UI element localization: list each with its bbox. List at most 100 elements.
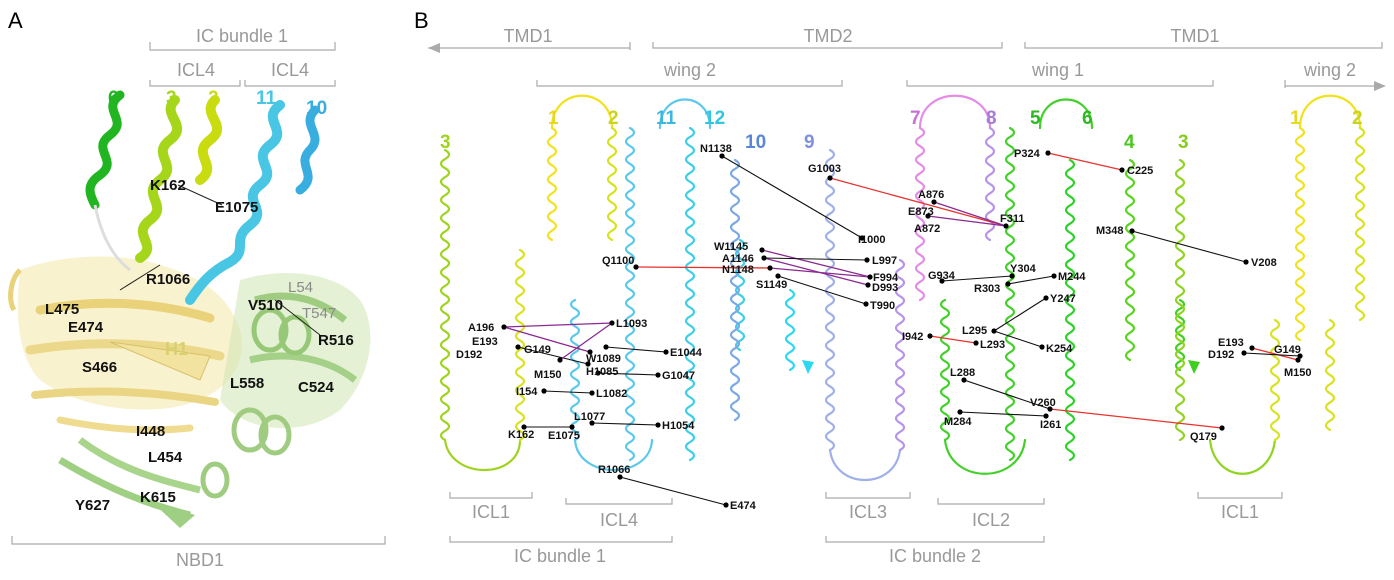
res-s1149: S1149 xyxy=(756,279,787,291)
helix-num-b-1: 1 xyxy=(548,108,559,129)
res-y304: Y304 xyxy=(1010,263,1037,275)
link-l1077-h1054 xyxy=(591,422,659,426)
res-e1044: E1044 xyxy=(670,347,703,359)
res-l1077: L1077 xyxy=(574,411,605,423)
helix-num-b-2-right: 2 xyxy=(1352,108,1363,129)
res-m284: M284 xyxy=(944,416,972,428)
icl4-label-b: ICL4 xyxy=(600,510,638,530)
link-h1085-g1047 xyxy=(597,372,659,376)
loop-1-2-right-top xyxy=(1298,94,1362,130)
res-r303: R303 xyxy=(974,283,1000,295)
helix-11-ribbon xyxy=(185,100,285,305)
res-k254: K254 xyxy=(1046,343,1073,355)
loop-5-6-top xyxy=(1038,98,1094,130)
ic-bundle-1-label-a: IC bundle 1 xyxy=(196,26,288,46)
panel-a: A IC bundle 1 ICL4 ICL4 NBD1 xyxy=(8,8,386,570)
res-l295: L295 xyxy=(962,325,987,337)
res-e474: E474 xyxy=(730,500,757,512)
helix-arrowhead-1 xyxy=(802,360,814,374)
helix-3-ribbon xyxy=(135,95,182,263)
helix-wave-12-tail xyxy=(734,238,746,352)
link-l295-k254 xyxy=(993,330,1043,348)
res-a-s466: S466 xyxy=(82,359,117,376)
icl1-right-bracket: ICL1 xyxy=(1197,492,1283,522)
res-w1089: W1089 xyxy=(586,353,621,365)
res-g1047: G1047 xyxy=(662,370,695,382)
res-g1003: G1003 xyxy=(808,163,841,175)
res-e193-r: E193 xyxy=(1218,337,1244,349)
icl4-label-a-left: ICL4 xyxy=(177,60,215,80)
loop-11-12-top xyxy=(658,98,712,130)
res-d993: D993 xyxy=(872,282,898,294)
res-c225: C225 xyxy=(1127,165,1153,177)
icl1-right-label: ICL1 xyxy=(1221,502,1259,522)
res-l293: L293 xyxy=(980,339,1005,351)
wing1-bracket: wing 1 xyxy=(906,60,1214,87)
link-w1089-e1044 xyxy=(605,346,667,353)
helix-wave-6 xyxy=(1064,158,1076,462)
res-h1054: H1054 xyxy=(662,420,695,432)
res-a-v510: V510 xyxy=(248,297,283,314)
contact-dots xyxy=(501,150,1303,508)
link-n1138-i1000 xyxy=(721,155,863,239)
wing1-label: wing 1 xyxy=(1031,60,1084,80)
helix-num-b-2: 2 xyxy=(608,108,619,129)
helix-num-a-10: 10 xyxy=(306,98,327,119)
nbd1-bracket: NBD1 xyxy=(11,536,386,570)
link-i154-l1082 xyxy=(543,390,593,394)
link-d192-m150 xyxy=(517,346,589,365)
icl2-label: ICL2 xyxy=(972,510,1010,530)
res-e873: E873 xyxy=(908,206,934,218)
helix-wave-4 xyxy=(1124,158,1136,362)
tmd1-left-bracket: TMD1 xyxy=(428,26,631,53)
link-e873-f311 xyxy=(927,215,1007,227)
res-a-k615: K615 xyxy=(140,489,176,506)
res-h1085: H1085 xyxy=(586,366,618,378)
tmd1-left-label: TMD1 xyxy=(504,26,553,46)
res-r1066: R1066 xyxy=(598,464,630,476)
res-l288: L288 xyxy=(950,367,975,379)
helix-num-b-11: 11 xyxy=(656,108,677,129)
ic-bundle-1-label-b: IC bundle 1 xyxy=(514,546,606,566)
panel-b-letter: B xyxy=(414,8,429,33)
link-r303-m244 xyxy=(1007,275,1055,285)
helix-6-ribbon xyxy=(85,90,125,210)
res-q179: Q179 xyxy=(1190,431,1217,443)
res-a872: A872 xyxy=(914,223,940,235)
helix-num-b-3-left: 3 xyxy=(440,132,451,153)
helix-wave-2-right xyxy=(1354,126,1366,322)
wing2-right-bracket: wing 2 xyxy=(1284,60,1386,91)
link-g1003-f311 xyxy=(829,177,1007,227)
tmd1-right-bracket: TMD1 xyxy=(1024,26,1383,49)
helix-num-b-12: 12 xyxy=(704,108,725,129)
res-v208: V208 xyxy=(1251,257,1277,269)
helix-num-a-2: 2 xyxy=(208,88,219,109)
tmd2-label: TMD2 xyxy=(804,26,853,46)
helix-wave-1 xyxy=(546,126,558,242)
helix-10-ribbon xyxy=(295,105,320,195)
wing2-left-label: wing 2 xyxy=(663,60,716,80)
helix-num-b-10: 10 xyxy=(745,132,766,153)
helix-num-a-6: 6 xyxy=(108,88,119,109)
res-a-e474: E474 xyxy=(68,319,104,336)
helix-wave-8b xyxy=(894,258,906,452)
loop-1-2-top xyxy=(550,94,614,130)
residue-labels: N1138 G1003 I1000 W1145 A1146 N1148 S114… xyxy=(456,143,1312,512)
helix-wave-3-left xyxy=(439,148,451,442)
loop-icl4 xyxy=(573,438,654,471)
res-a-k162: K162 xyxy=(150,177,186,194)
link-m348-v208 xyxy=(1131,230,1247,263)
res-g149-r: G149 xyxy=(1274,344,1301,356)
res-a-l54: L54 xyxy=(288,279,313,296)
res-a-l454: L454 xyxy=(148,449,183,466)
icl1-left-bracket: ICL1 xyxy=(449,492,533,522)
helix-waves xyxy=(439,94,1366,482)
helix-wave-5 xyxy=(1004,126,1016,462)
res-i261: I261 xyxy=(1040,419,1061,431)
helix-wave-2-right-c xyxy=(1324,318,1336,432)
helix-num-b-9: 9 xyxy=(804,132,815,153)
res-n1138: N1138 xyxy=(700,143,732,155)
link-p324-c225 xyxy=(1047,152,1123,171)
res-y247: Y247 xyxy=(1050,293,1076,305)
